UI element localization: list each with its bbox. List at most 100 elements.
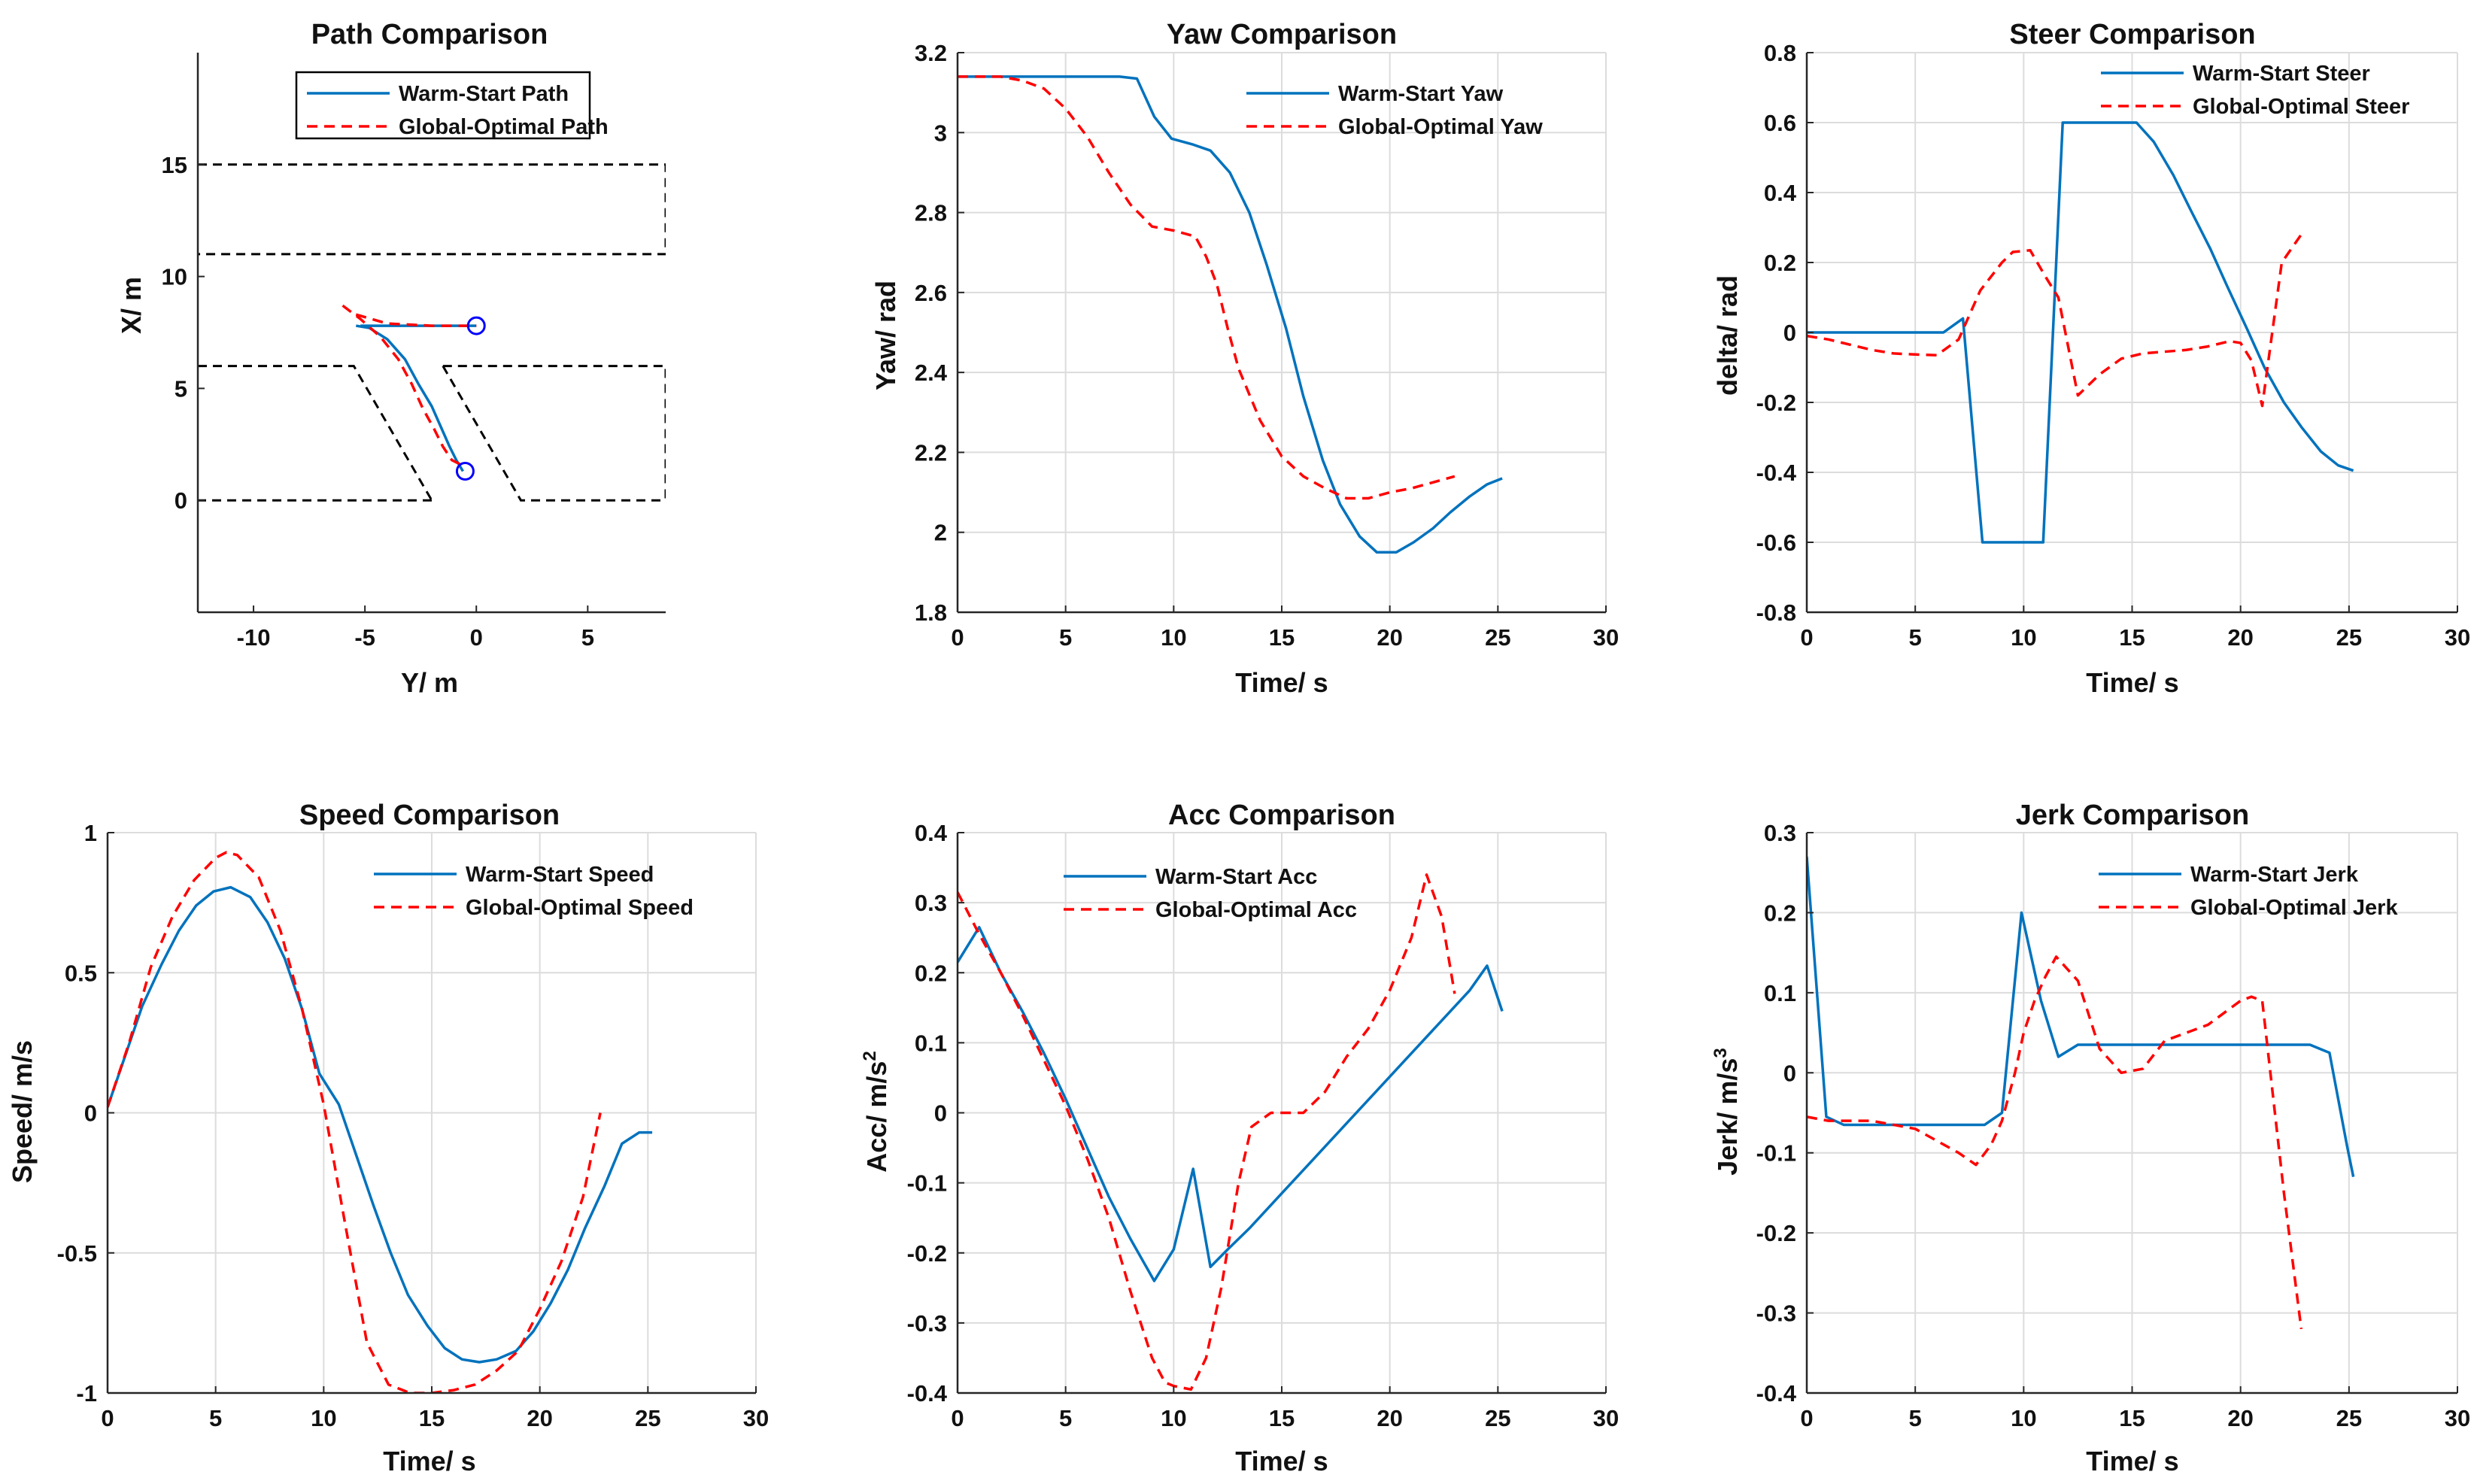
legend-label: Global-Optimal Path <box>399 115 609 139</box>
steer-comparison-chart: Steer Comparison Time/ s delta/ rad 0 5 10… <box>1712 19 2470 698</box>
path-comparison-chart: Path Comparison Y/ m X/ m -10 -5 0 5 0 5 10 15 W… <box>116 19 666 698</box>
plot-area <box>1807 856 2355 1330</box>
series-line-global-optimal <box>108 851 602 1393</box>
y-tick-label: 0 <box>84 1100 97 1127</box>
x-tick-label: 30 <box>2445 624 2470 651</box>
plot-area <box>958 75 1503 554</box>
y-tick-label: 0.1 <box>1764 980 1796 1006</box>
y-axis-label-text: Jerk/ m/s <box>1712 1058 1743 1176</box>
x-tick-label: 0 <box>101 1405 114 1431</box>
y-tick-label: 0 <box>175 487 187 514</box>
y-tick-label: 0 <box>1783 320 1796 346</box>
series-line-warm-start <box>958 75 1503 554</box>
y-tick-label: 2.4 <box>915 360 948 386</box>
series-line-global-optimal <box>1807 233 2302 408</box>
legend-label: Warm-Start Yaw <box>1338 82 1504 106</box>
y-axis-label: Acc/ m/s2 <box>860 1051 892 1172</box>
position-marker <box>466 316 486 335</box>
jerk-comparison-chart: Jerk Comparison Time/ s Jerk/ m/s3 0 5 10 1… <box>1711 800 2470 1476</box>
x-tick-label: 25 <box>2336 624 2362 651</box>
series-line-warm-start <box>108 885 653 1364</box>
y-axis-label: Speed/ m/s <box>7 1040 38 1183</box>
y-tick-label: -0.2 <box>907 1240 947 1267</box>
x-tick-label: 0 <box>470 624 483 651</box>
y-tick-label: 2 <box>934 520 947 546</box>
plot-area <box>108 851 653 1393</box>
x-tick-label: 20 <box>1377 1405 1402 1431</box>
x-tick-label: 25 <box>1485 1405 1510 1431</box>
y-tick-label: 0 <box>1783 1060 1796 1086</box>
legend: Warm-Start Yaw Global-Optimal Yaw <box>1246 82 1543 139</box>
x-tick-label: 10 <box>311 1405 336 1431</box>
y-tick-label: -0.4 <box>1756 460 1797 486</box>
x-axis-label: Time/ s <box>2086 1446 2178 1476</box>
chart-title: Path Comparison <box>311 19 548 50</box>
series-line-global-optimal <box>355 313 477 327</box>
y-tick-label: -0.1 <box>1756 1140 1796 1167</box>
legend-label: Global-Optimal Acc <box>1155 898 1357 922</box>
legend: Warm-Start Acc Global-Optimal Acc <box>1064 865 1357 922</box>
x-axis-label: Time/ s <box>1235 667 1328 698</box>
y-tick-label: 1 <box>84 820 97 846</box>
x-tick-label: 5 <box>1059 624 1072 651</box>
y-tick-label: -0.5 <box>57 1240 97 1267</box>
position-marker <box>455 462 475 481</box>
y-axis-label-text: Acc/ m/s <box>861 1061 892 1173</box>
y-tick-label: 15 <box>162 152 187 178</box>
x-tick-label: 15 <box>419 1405 445 1431</box>
plot-area <box>1807 121 2354 544</box>
series-line-global-optimal <box>341 304 462 466</box>
x-tick-label: 0 <box>1800 624 1813 651</box>
x-tick-label: 30 <box>1593 624 1619 651</box>
legend-label: Warm-Start Path <box>399 82 569 106</box>
boundary-line <box>442 365 666 502</box>
x-tick-label: 30 <box>743 1405 769 1431</box>
x-tick-label: 20 <box>2227 624 2253 651</box>
x-tick-label: 15 <box>1269 1405 1295 1431</box>
x-tick-label: 25 <box>635 1405 660 1431</box>
x-tick-label: -5 <box>354 624 375 651</box>
legend-label: Warm-Start Jerk <box>2190 863 2359 887</box>
y-tick-label: 3.2 <box>915 40 947 66</box>
y-tick-label: -0.3 <box>1756 1300 1796 1327</box>
legend-label: Global-Optimal Steer <box>2193 95 2409 119</box>
y-tick-label: -0.4 <box>1756 1380 1797 1407</box>
y-tick-label: 10 <box>162 264 187 290</box>
legend-label: Global-Optimal Speed <box>466 896 694 920</box>
y-tick-label: 2.2 <box>915 439 947 466</box>
x-axis-label: Time/ s <box>2086 667 2178 698</box>
plot-area <box>958 873 1504 1391</box>
x-tick-label: 15 <box>2119 1405 2145 1431</box>
y-axis-label-exponent: 3 <box>1711 1048 1731 1058</box>
x-tick-label: 25 <box>1485 624 1510 651</box>
x-tick-label: 5 <box>1059 1405 1072 1431</box>
y-tick-label: -1 <box>76 1380 97 1407</box>
y-tick-label: 0.1 <box>915 1030 947 1056</box>
x-tick-label: 0 <box>951 1405 964 1431</box>
y-tick-label: 0.2 <box>915 960 947 986</box>
series-line-warm-start <box>958 925 1504 1282</box>
series-line-warm-start <box>356 324 464 472</box>
acc-comparison-chart: Acc Comparison Time/ s Acc/ m/s2 0 5 10 15 2… <box>860 800 1619 1476</box>
yaw-comparison-chart: Yaw Comparison Time/ s Yaw/ rad 0 5 10 15 20… <box>870 19 1619 698</box>
y-tick-label: 0.2 <box>1764 900 1796 926</box>
y-axis-label: Yaw/ rad <box>870 281 901 390</box>
legend-label: Warm-Start Acc <box>1155 865 1317 889</box>
x-axis-label: Time/ s <box>383 1446 475 1476</box>
series-line-warm-start <box>1807 121 2354 544</box>
y-axis-label: Jerk/ m/s3 <box>1711 1048 1743 1175</box>
x-tick-label: 5 <box>1909 624 1922 651</box>
y-tick-label: 0.2 <box>1764 250 1796 276</box>
y-tick-label: 0.4 <box>915 820 948 846</box>
x-tick-label: 15 <box>1269 624 1295 651</box>
x-tick-label: 10 <box>1161 1405 1186 1431</box>
chart-title: Yaw Comparison <box>1167 19 1397 50</box>
speed-comparison-chart: Speed Comparison Time/ s Speed/ m/s 0 5 10… <box>7 800 769 1476</box>
legend: Warm-Start Jerk Global-Optimal Jerk <box>2099 863 2398 920</box>
chart-title: Acc Comparison <box>1168 800 1395 831</box>
legend: Warm-Start Path Global-Optimal Path <box>295 71 609 140</box>
x-tick-label: 10 <box>2011 624 2036 651</box>
legend: Warm-Start Steer Global-Optimal Steer <box>2101 62 2409 119</box>
